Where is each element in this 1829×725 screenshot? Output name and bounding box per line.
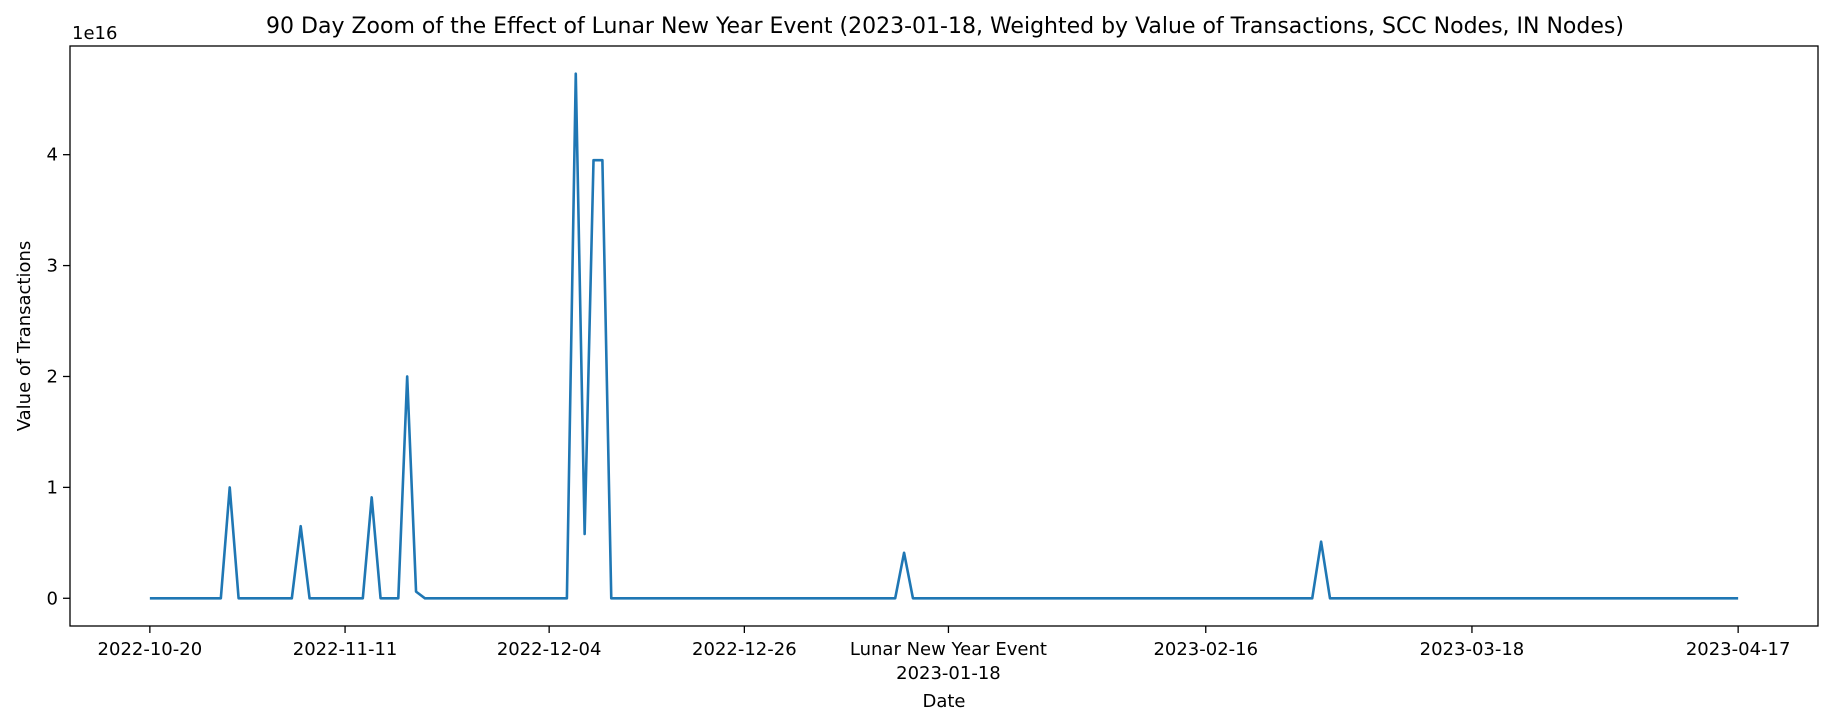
x-tick-label: 2022-10-20 [98,639,203,660]
x-tick-label: 2023-03-18 [1420,639,1525,660]
y-axis-label: Value of Transactions [14,241,35,432]
x-tick-label: 2022-11-11 [293,639,398,660]
x-tick-label: 2023-04-17 [1686,639,1791,660]
chart-title: 90 Day Zoom of the Effect of Lunar New Y… [266,14,1624,39]
y-tick-label: 4 [47,145,58,166]
x-axis: 2022-10-20 2022-11-11 2022-12-04 2022-12-26… [98,626,1791,684]
series-line [149,72,1739,600]
x-tick-label: Lunar New Year Event [850,639,1047,660]
x-tick-label: 2022-12-26 [692,639,797,660]
x-tick-sublabel: 2023-01-18 [896,663,1001,684]
y-axis: 0 1 2 3 4 [47,145,70,609]
plot-area [69,45,1819,627]
y-offset-label: 1e16 [72,23,117,44]
y-tick-label: 0 [47,588,58,609]
y-tick-label: 2 [47,366,58,387]
x-tick-label: 2022-12-04 [497,639,602,660]
x-tick-label: 2023-02-16 [1153,639,1258,660]
y-tick-label: 1 [47,477,58,498]
x-axis-label: Date [922,691,965,712]
y-tick-label: 3 [47,256,58,277]
